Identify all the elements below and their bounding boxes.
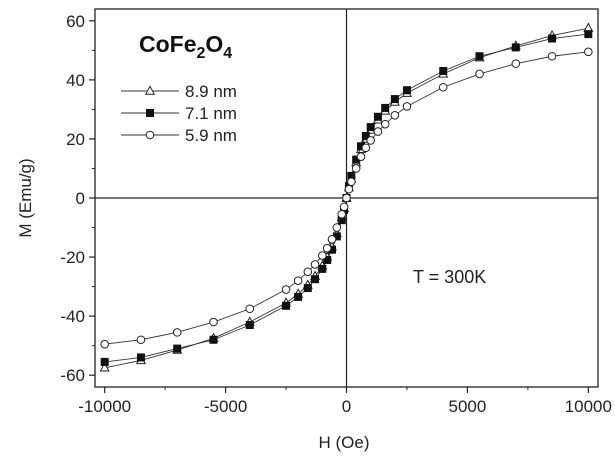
legend-marker [144,85,156,95]
data-point [439,67,448,76]
data-point [475,52,484,61]
data-point [281,285,291,294]
data-point [584,30,593,39]
data-point [136,335,146,345]
data-point [344,184,354,194]
x-tick-label: -5000 [204,397,247,416]
data-point [361,143,371,153]
data-point [172,328,182,337]
data-point [402,86,411,95]
data-point [245,304,255,314]
data-point [311,275,320,284]
y-axis: -60 -40 -20 0 20 40 60 [60,12,95,385]
data-point [373,112,382,121]
data-point [511,59,521,68]
data-point [380,119,390,129]
legend-marker [145,130,155,140]
data-point [303,284,312,293]
series-5-9-nm [100,47,593,349]
x-axis: -10000 -5000 0 5000 10000 [78,387,612,416]
y-tick-label: -20 [60,248,85,267]
data-point [303,267,313,277]
data-point [402,102,412,111]
data-point [322,243,332,253]
legend-marker [145,109,154,118]
data-point [347,177,356,187]
data-point [390,111,400,120]
x-axis-title: H (Oe) [319,433,370,452]
data-point [356,152,366,161]
data-point [548,34,557,43]
title-subscript: 2 [197,45,206,62]
y-tick-label: 40 [66,71,85,90]
series-layer [99,22,594,372]
data-point [339,202,349,212]
x-tick-label: -10000 [78,397,131,416]
legend-label: 8.9 nm [185,82,237,101]
data-point [361,131,370,140]
data-point [100,357,109,366]
data-point [438,82,448,92]
data-point [282,301,291,310]
data-point [511,43,520,52]
y-axis-title: M (Emu/g) [16,158,35,237]
data-point [294,292,303,301]
data-point [318,251,327,260]
data-point [310,260,320,269]
data-point [332,223,342,232]
data-point [342,193,351,203]
data-point [366,136,375,145]
data-point [209,317,218,327]
title-text: O [205,31,223,57]
data-point [318,264,327,273]
legend-label: 5.9 nm [185,126,237,145]
legend-label: 7.1 nm [185,104,237,123]
y-tick-label: 0 [76,189,85,208]
title-text: CoFe [139,31,197,57]
data-point [584,47,593,57]
data-point [381,103,390,112]
data-point [373,127,383,136]
y-tick-label: -40 [60,307,85,326]
data-point [337,209,346,219]
temperature-annotation: T = 300K [413,267,486,287]
data-point [351,164,361,173]
data-point [136,353,145,362]
legend: 8.9 nm 7.1 nm 5.9 nm [121,82,237,145]
x-tick-label: 10000 [565,397,612,416]
data-point [209,335,218,344]
title-subscript: 4 [223,45,232,62]
data-point [390,95,399,104]
data-point [366,123,375,132]
y-tick-label: 20 [66,130,85,149]
data-point [327,235,337,244]
data-point [475,69,484,79]
x-tick-label: 0 [342,397,351,416]
data-point [245,320,254,329]
data-point [293,276,303,285]
data-point [99,362,110,372]
data-point [100,339,109,349]
data-point [547,51,557,61]
y-tick-label: -60 [60,366,85,385]
chart-title: CoFe2O4 [139,31,232,62]
x-tick-label: 5000 [448,397,486,416]
y-tick-label: 60 [66,12,85,31]
data-point [323,256,332,265]
data-point [173,344,182,353]
